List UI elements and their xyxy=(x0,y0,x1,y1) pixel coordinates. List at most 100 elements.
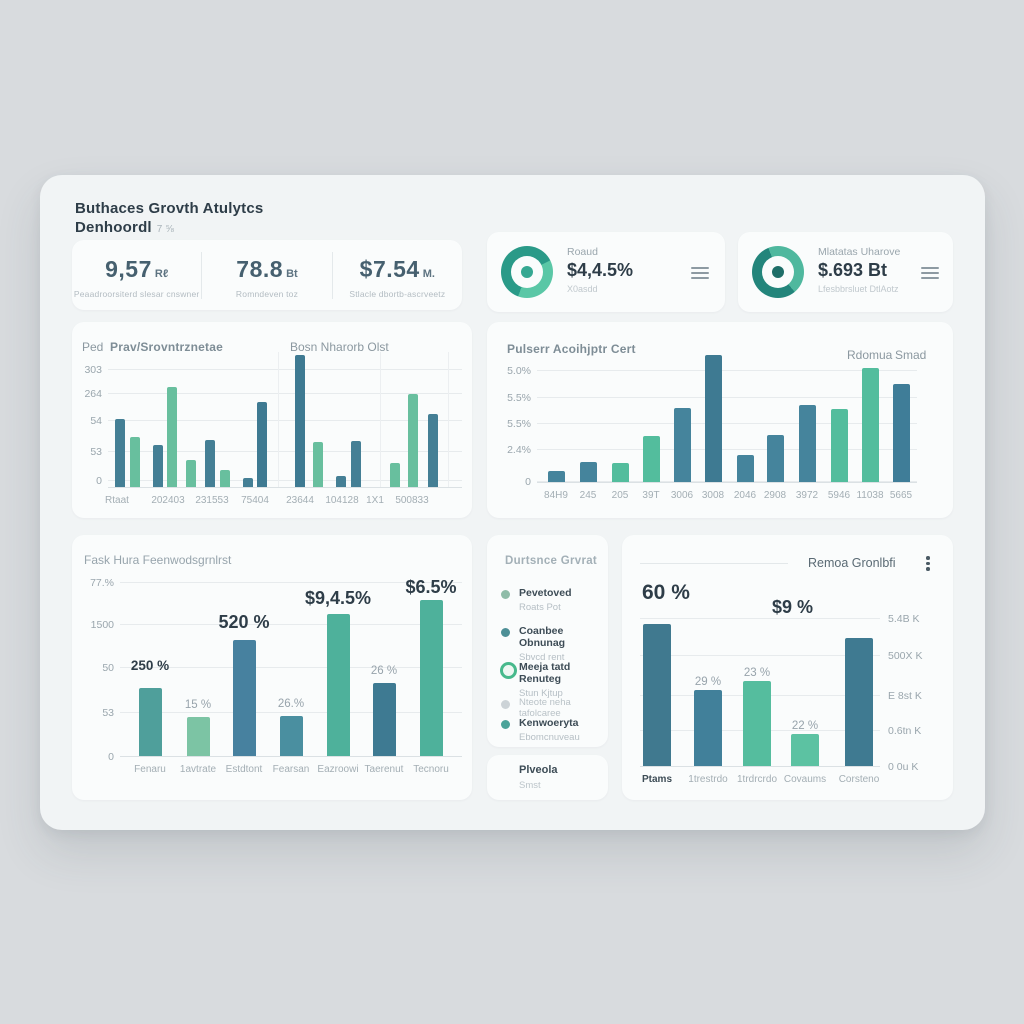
bar[interactable] xyxy=(257,402,267,487)
legend-title: Durtsnce Grvrat xyxy=(505,555,598,567)
bar[interactable] xyxy=(243,478,253,487)
bar[interactable] xyxy=(205,440,215,487)
bar[interactable] xyxy=(845,638,873,766)
x-axis-line xyxy=(108,487,462,488)
bar[interactable] xyxy=(390,463,400,487)
bar[interactable] xyxy=(351,441,361,487)
bar[interactable] xyxy=(186,460,196,487)
x-axis-line xyxy=(537,482,917,483)
legend-item-2[interactable]: Coanbee Obnunag Sbvcd rent xyxy=(501,625,608,663)
bar[interactable] xyxy=(233,640,256,756)
bar[interactable] xyxy=(187,717,210,756)
page-title: Buthaces Grovth Atulytcs Denhoordl 7 ⅝ xyxy=(75,199,263,239)
kpi-2-unit: Bt xyxy=(286,267,298,280)
gridline xyxy=(640,618,880,619)
bar[interactable] xyxy=(799,405,816,482)
bar-value-label: 26.% xyxy=(277,698,305,710)
chart1-right-label: Bosn Nharorb Olst xyxy=(290,340,389,354)
donut-center-dot xyxy=(521,266,533,278)
bar[interactable] xyxy=(643,436,660,482)
x-axis-tick-label: 1avtrate xyxy=(179,764,217,775)
bar[interactable] xyxy=(220,470,230,487)
bar[interactable] xyxy=(548,471,565,482)
hamburger-menu-icon[interactable] xyxy=(921,264,939,280)
chart4-plot: 5.4B K 500X K E 8st K 0.6tn K 0 0u K 29 % 23 %… xyxy=(640,610,922,785)
bar[interactable] xyxy=(428,414,438,487)
x-axis-tick-label: 23644 xyxy=(286,495,314,506)
gridline xyxy=(108,420,462,421)
gridline xyxy=(120,667,462,668)
kpi-2-value: 78.8 xyxy=(236,255,284,282)
donut-2-value: $.693 Bt xyxy=(818,260,888,280)
legend-item-3[interactable]: Meeja tatd Renuteg Stun Kjtup xyxy=(500,661,608,699)
x-axis-tick-label: Fearsan xyxy=(272,764,310,775)
bar[interactable] xyxy=(327,614,350,756)
bar[interactable] xyxy=(580,462,597,482)
legend-item-4[interactable]: Nteote neha tafolcaree xyxy=(501,697,608,719)
kebab-menu-icon[interactable] xyxy=(925,554,931,571)
gridline xyxy=(537,423,917,424)
donut-2-sub: Lfesbbrsluet DtlAotz xyxy=(818,284,899,294)
bar[interactable] xyxy=(743,681,771,766)
bar[interactable] xyxy=(408,394,418,487)
hamburger-menu-icon[interactable] xyxy=(691,264,709,280)
x-axis-tick-label: 5665 xyxy=(889,490,913,501)
chart-card-3: Fask Hura Feenwodsgrnlrst 77.% 1500 50 53 0 2… xyxy=(72,535,472,800)
y-axis-tick-label: 5.0% xyxy=(507,365,531,377)
bar[interactable] xyxy=(791,734,819,766)
bar[interactable] xyxy=(643,624,671,766)
bar[interactable] xyxy=(313,442,323,487)
y-axis-tick-label: 0 xyxy=(108,751,114,763)
chart4-title: Remoa Gronlbfi xyxy=(808,556,896,570)
bar[interactable] xyxy=(295,355,305,487)
donut-chart-icon xyxy=(501,246,553,298)
pivot-card[interactable]: Plveola Smst xyxy=(487,755,608,800)
legend-item-1[interactable]: Pevetoved Roats Pot xyxy=(501,587,572,613)
x-axis-tick-label: 2046 xyxy=(733,490,757,501)
gridline xyxy=(537,370,917,371)
y-axis-tick-label: 0.6tn K xyxy=(888,725,922,737)
y-axis-tick-label: 264 xyxy=(84,388,102,400)
x-axis-tick-label: 84H9 xyxy=(544,490,568,501)
bar[interactable] xyxy=(280,716,303,756)
bar[interactable] xyxy=(767,435,784,482)
bar[interactable] xyxy=(139,688,162,756)
gridline-vertical xyxy=(278,352,279,487)
x-axis-tick-label: Corsteno xyxy=(838,774,880,785)
donut-center-dot xyxy=(772,266,784,278)
bar[interactable] xyxy=(737,455,754,482)
chart-card-1: Ped Prav/Srovntrznetae Bosn Nharorb Olst… xyxy=(72,322,472,518)
bar[interactable] xyxy=(420,600,443,756)
bar[interactable] xyxy=(153,445,163,487)
bar[interactable] xyxy=(612,463,629,482)
gridline xyxy=(640,655,880,656)
y-axis-tick-label: 500X K xyxy=(888,650,923,662)
bar[interactable] xyxy=(373,683,396,756)
bar[interactable] xyxy=(893,384,910,482)
bar[interactable] xyxy=(115,419,125,487)
bar[interactable] xyxy=(167,387,177,487)
x-axis-tick-label: 1trdrcrdo xyxy=(736,774,778,785)
legend-card: Durtsnce Grvrat Pevetoved Roats Pot Coan… xyxy=(487,535,608,747)
bar[interactable] xyxy=(694,690,722,766)
donut-1-sub: X0asdd xyxy=(567,284,598,294)
bar[interactable] xyxy=(336,476,346,487)
bar[interactable] xyxy=(674,408,691,482)
x-axis-tick-label: 11038 xyxy=(856,490,884,501)
kpi-1: 9,57 Rℓ Peaadroorsiterd slesar cnswner xyxy=(72,252,201,299)
x-axis-tick-label: 245 xyxy=(579,490,597,501)
legend-item-5[interactable]: Kenwoeryta Ebomcnuveau xyxy=(501,717,580,743)
bar[interactable] xyxy=(130,437,140,487)
gridline xyxy=(108,480,462,481)
bar[interactable] xyxy=(862,368,879,482)
kpi-1-caption: Peaadroorsiterd slesar cnswner xyxy=(73,288,200,299)
gridline xyxy=(108,369,462,370)
x-axis-tick-label: 2908 xyxy=(763,490,787,501)
bar-value-label: $9,4.5% xyxy=(304,588,372,608)
kpi-2: 78.8 Bt Romndeven toz xyxy=(201,251,331,299)
bar[interactable] xyxy=(831,409,848,482)
bar[interactable] xyxy=(705,355,722,482)
y-axis-tick-label: 53 xyxy=(102,707,114,719)
x-axis-tick-label: 3008 xyxy=(701,490,725,501)
y-axis-tick-label: 5.5% xyxy=(507,392,531,404)
